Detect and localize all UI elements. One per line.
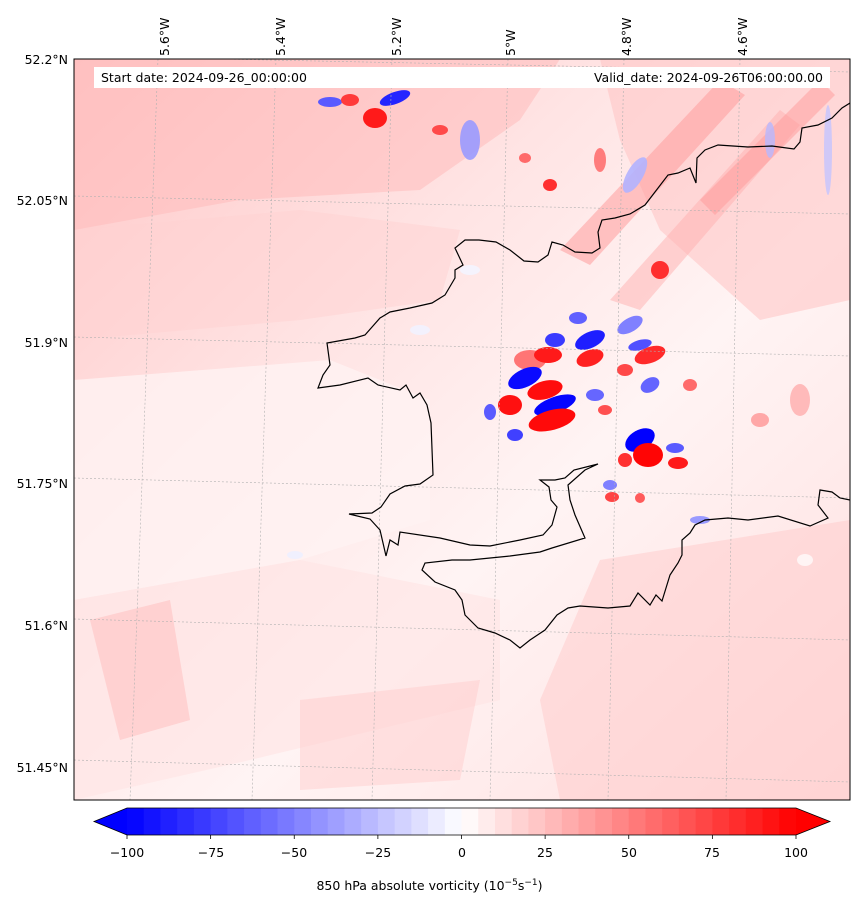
colorbar-segment xyxy=(528,808,546,835)
colorbar-segment xyxy=(478,808,496,835)
graticule xyxy=(74,59,850,800)
colorbar-segment xyxy=(327,808,346,835)
latitude-label: 51.45°N xyxy=(16,760,68,775)
colorbar-segment xyxy=(779,808,797,835)
colorbar-segment xyxy=(277,808,295,835)
latitude-label: 51.75°N xyxy=(16,476,68,491)
colorbar-title-unit: s xyxy=(517,878,525,894)
colorbar-segment xyxy=(411,808,429,835)
colorbar-segment xyxy=(662,808,680,835)
longitude-label: 5.2°W xyxy=(389,17,404,57)
colorbar-segment xyxy=(310,808,329,835)
colorbar-tick-label: 0 xyxy=(458,845,466,860)
colorbar-extend-max xyxy=(796,808,830,835)
colorbar-tick-label: 25 xyxy=(537,845,553,860)
longitude-label: 4.8°W xyxy=(619,17,634,57)
colorbar-segment xyxy=(628,808,647,835)
colorbar-segment xyxy=(745,808,764,835)
colorbar-segment xyxy=(595,808,613,835)
colorbar-segment xyxy=(561,808,580,835)
colorbar-segment xyxy=(244,808,262,835)
colorbar-segment xyxy=(712,808,730,835)
colorbar-tick-label: −25 xyxy=(364,845,392,860)
colorbar-segment xyxy=(545,808,563,835)
colorbar-extend-min xyxy=(94,808,127,835)
colorbar-segment xyxy=(494,808,513,835)
longitude-label: 4.6°W xyxy=(735,17,750,57)
colorbar-segment xyxy=(695,808,713,835)
colorbar-tick-label: 100 xyxy=(784,845,808,860)
colorbar-segment xyxy=(127,808,145,835)
colorbar-segment xyxy=(428,808,446,835)
colorbar-segment xyxy=(678,808,697,835)
colorbar-tick-label: −75 xyxy=(197,845,225,860)
latitude-label: 52.2°N xyxy=(24,52,68,67)
colorbar-segment xyxy=(143,808,162,835)
colorbar-segment xyxy=(193,808,212,835)
colorbar-segment xyxy=(227,808,245,835)
colorbar-title: 850 hPa absolute vorticity (10−5s−1) xyxy=(0,878,859,893)
colorbar-segment xyxy=(177,808,195,835)
latitude-label: 51.9°N xyxy=(24,335,68,350)
colorbar-segment xyxy=(210,808,228,835)
start-date-label: Start date: 2024-09-26_00:00:00 xyxy=(101,70,307,85)
vorticity-field xyxy=(74,59,850,800)
colorbar-segment xyxy=(461,808,479,835)
colorbar-segment xyxy=(578,808,596,835)
colorbar-segment xyxy=(294,808,312,835)
colorbar-segment xyxy=(762,808,780,835)
longitude-label: 5°W xyxy=(503,29,518,56)
colorbar-title-end: ) xyxy=(537,878,543,894)
colorbar-segment xyxy=(511,808,530,835)
colorbar-segment xyxy=(160,808,178,835)
latitude-label: 52.05°N xyxy=(16,193,68,208)
colorbar-segment xyxy=(444,808,463,835)
map-frame xyxy=(73,58,851,801)
colorbar-segment xyxy=(361,808,379,835)
colorbar-segment xyxy=(612,808,630,835)
colorbar-tick-label: −100 xyxy=(109,845,145,860)
colorbar xyxy=(92,807,832,839)
colorbar-segment xyxy=(260,808,279,835)
colorbar-title-exponent: −1 xyxy=(524,878,538,888)
colorbar-segment xyxy=(377,808,396,835)
colorbar-tick-label: 50 xyxy=(621,845,637,860)
colorbar-segment xyxy=(394,808,412,835)
colorbar-tick-label: −50 xyxy=(280,845,308,860)
coastline xyxy=(317,102,850,649)
colorbar-segment xyxy=(344,808,362,835)
colorbar-tick-label: 75 xyxy=(704,845,720,860)
longitude-label: 5.4°W xyxy=(273,17,288,57)
longitude-label: 5.6°W xyxy=(157,17,172,57)
colorbar-title-exponent: −5 xyxy=(504,878,518,888)
colorbar-title-main: 850 hPa absolute vorticity (10 xyxy=(316,878,505,894)
valid-date-label: Valid_date: 2024-09-26T06:00:00.00 xyxy=(593,70,823,85)
colorbar-segment xyxy=(729,808,747,835)
colorbar-segment xyxy=(645,808,663,835)
latitude-label: 51.6°N xyxy=(24,618,68,633)
date-info-bar: Start date: 2024-09-26_00:00:00 Valid_da… xyxy=(94,67,830,88)
